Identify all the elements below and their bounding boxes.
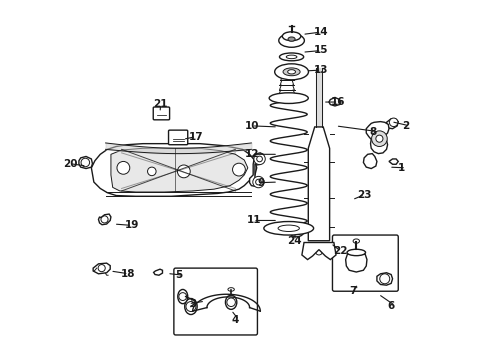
Polygon shape	[345, 254, 366, 272]
Polygon shape	[363, 154, 376, 169]
Text: 21: 21	[152, 99, 167, 109]
FancyBboxPatch shape	[332, 235, 397, 291]
Polygon shape	[98, 214, 111, 225]
Text: 24: 24	[287, 236, 301, 246]
FancyBboxPatch shape	[153, 107, 169, 120]
FancyBboxPatch shape	[168, 130, 187, 145]
Circle shape	[371, 131, 386, 146]
Ellipse shape	[283, 68, 300, 76]
Circle shape	[232, 163, 245, 176]
Ellipse shape	[347, 249, 365, 256]
Polygon shape	[388, 159, 397, 164]
Text: 20: 20	[62, 159, 77, 169]
Text: 1: 1	[397, 163, 405, 173]
Text: 2: 2	[401, 121, 408, 131]
Text: 7: 7	[348, 286, 356, 296]
Polygon shape	[365, 122, 388, 154]
Ellipse shape	[352, 239, 359, 243]
Text: 4: 4	[231, 315, 238, 325]
Ellipse shape	[287, 70, 295, 74]
Ellipse shape	[225, 295, 236, 310]
Ellipse shape	[287, 37, 295, 41]
Ellipse shape	[178, 290, 187, 304]
Polygon shape	[386, 119, 397, 129]
Polygon shape	[153, 269, 162, 275]
Ellipse shape	[274, 64, 308, 80]
Text: 5: 5	[175, 270, 182, 280]
Polygon shape	[249, 153, 263, 186]
Circle shape	[177, 165, 190, 178]
Circle shape	[98, 265, 105, 272]
Polygon shape	[79, 156, 92, 169]
Circle shape	[375, 135, 382, 142]
Text: 6: 6	[387, 301, 394, 311]
Ellipse shape	[282, 32, 300, 41]
Ellipse shape	[269, 93, 308, 104]
Circle shape	[81, 158, 90, 167]
Polygon shape	[301, 242, 335, 260]
Ellipse shape	[263, 222, 313, 235]
Polygon shape	[91, 144, 256, 196]
Text: 9: 9	[257, 178, 264, 188]
Ellipse shape	[278, 34, 304, 47]
Text: 13: 13	[313, 65, 328, 75]
Text: 3: 3	[189, 299, 196, 309]
Circle shape	[253, 153, 265, 165]
Ellipse shape	[279, 53, 303, 61]
Circle shape	[389, 118, 397, 127]
Circle shape	[252, 176, 264, 188]
Circle shape	[147, 167, 156, 176]
Polygon shape	[328, 97, 340, 106]
Ellipse shape	[288, 225, 303, 237]
Text: 10: 10	[244, 121, 259, 131]
Text: 16: 16	[330, 97, 345, 107]
Text: 12: 12	[244, 149, 259, 159]
Polygon shape	[308, 127, 329, 241]
Text: 23: 23	[356, 190, 371, 200]
Text: 18: 18	[121, 269, 135, 279]
Polygon shape	[111, 148, 247, 192]
Text: 17: 17	[188, 131, 203, 141]
Circle shape	[117, 161, 130, 174]
Text: 14: 14	[313, 27, 328, 37]
Text: 19: 19	[124, 220, 138, 230]
Polygon shape	[376, 273, 392, 285]
Ellipse shape	[184, 298, 197, 315]
Ellipse shape	[227, 288, 234, 291]
FancyBboxPatch shape	[173, 268, 257, 335]
Circle shape	[315, 248, 322, 255]
Text: 11: 11	[246, 216, 260, 226]
Text: 8: 8	[369, 127, 376, 137]
Text: 15: 15	[313, 45, 328, 55]
Polygon shape	[93, 263, 110, 274]
Text: 22: 22	[333, 246, 347, 256]
